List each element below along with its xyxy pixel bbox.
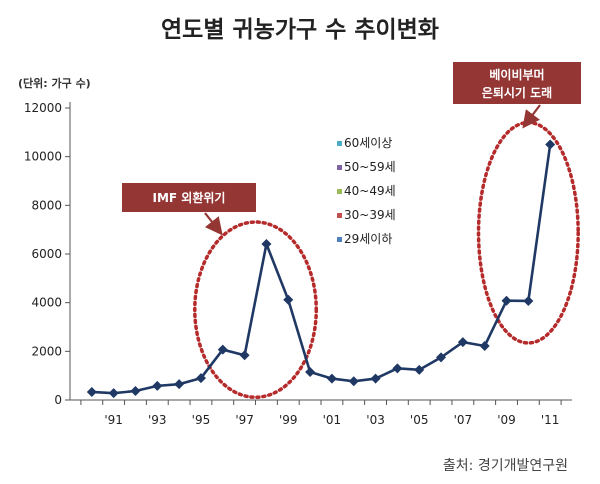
data-point [174, 379, 185, 390]
data-point [436, 352, 447, 363]
x-tick-label: '97 [235, 413, 254, 427]
data-point [152, 380, 163, 391]
y-tick-label: 0 [54, 393, 62, 407]
source-label: 출처: 경기개발연구원 [443, 458, 568, 474]
chart-title: 연도별 귀농가구 수 추이변화 [161, 17, 439, 43]
x-tick-label: '01 [323, 413, 342, 427]
data-point [130, 385, 141, 396]
data-point [457, 337, 468, 348]
data-point [348, 376, 359, 387]
x-tick-label: '09 [497, 413, 516, 427]
legend-swatch [337, 141, 342, 146]
callout-babyboomer: 베이비부머 은퇴시기 도래 [453, 62, 581, 129]
x-axis: '91 '93 '95 '97 '99 '01 '03 '05 '07 '09 '11 [70, 399, 572, 427]
callout-babyboomer-box [453, 62, 581, 104]
x-tick-label: '05 [410, 413, 429, 427]
data-point [523, 295, 534, 306]
series-line [86, 139, 556, 399]
callout-babyboomer-line1: 베이비부머 [489, 67, 544, 82]
callout-imf-arrow [204, 212, 223, 236]
x-tick-label: '11 [541, 413, 560, 427]
legend-swatch [337, 213, 342, 218]
legend-swatch [337, 189, 342, 194]
data-point [217, 344, 228, 355]
data-point [501, 295, 512, 306]
data-point [305, 367, 316, 378]
x-tick-label: '95 [192, 413, 211, 427]
annotation-ellipse-1 [476, 120, 580, 345]
unit-label: (단위: 가구 수) [18, 76, 91, 90]
callout-babyboomer-line2: 은퇴시기 도래 [482, 85, 552, 100]
data-point [261, 239, 272, 250]
data-point [195, 373, 206, 384]
x-tick-label: '99 [279, 413, 298, 427]
data-point [239, 350, 250, 361]
y-tick-label: 12000 [24, 101, 62, 115]
data-point [545, 139, 556, 150]
y-tick-label: 10000 [24, 150, 62, 164]
x-tick-label: '07 [454, 413, 473, 427]
callout-imf-box [122, 183, 256, 212]
legend-label: 30~39세 [344, 208, 396, 222]
data-point [479, 340, 490, 351]
x-tick-label: '93 [148, 413, 167, 427]
y-tick-label: 6000 [31, 247, 62, 261]
data-point [283, 294, 294, 305]
y-tick-label: 8000 [31, 198, 62, 212]
legend-label: 29세이하 [344, 232, 392, 246]
x-tick-label: '03 [366, 413, 385, 427]
data-point [370, 373, 381, 384]
data-point [326, 373, 337, 384]
legend-swatch [337, 237, 342, 242]
y-tick-label: 2000 [31, 344, 62, 358]
legend-label: 50~59세 [344, 160, 396, 174]
y-axis: 0 2000 4000 6000 8000 10000 12000 [24, 101, 71, 407]
legend-label: 40~49세 [344, 184, 396, 198]
data-point [108, 388, 119, 399]
legend: 60세이상 50~59세 40~49세 30~39세 29세이하 [337, 136, 396, 246]
series-path [91, 144, 552, 395]
data-point [86, 386, 97, 397]
data-point [392, 363, 403, 374]
annotation-ellipse-0 [193, 220, 319, 399]
callout-imf: IMF 외환위기 [122, 183, 256, 236]
x-tick-label: '91 [104, 413, 123, 427]
callout-imf-label: IMF 외환위기 [153, 190, 226, 205]
data-point [414, 364, 425, 375]
legend-label: 60세이상 [344, 136, 392, 150]
y-tick-label: 4000 [31, 296, 62, 310]
legend-swatch [337, 165, 342, 170]
callout-babyboomer-arrow [522, 104, 541, 129]
